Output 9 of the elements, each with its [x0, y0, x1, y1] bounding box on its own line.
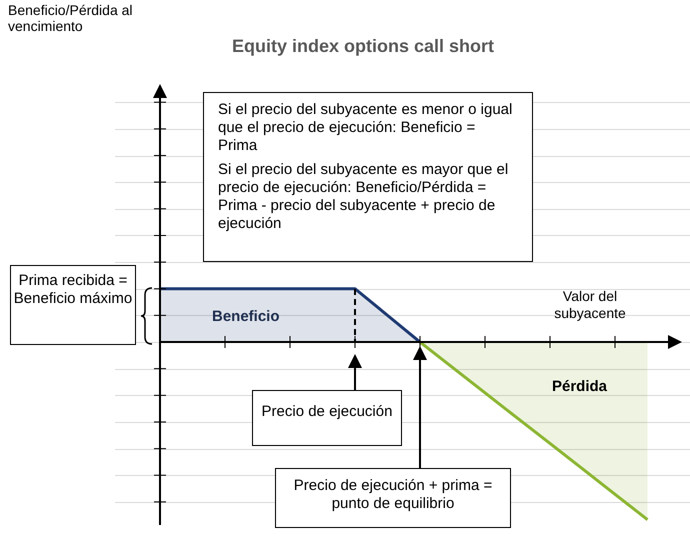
- text: Beneficio/Pérdida al vencimiento: [8, 2, 134, 34]
- annotation: Pérdida: [552, 378, 608, 395]
- callout-box: Precio de ejecución: [252, 390, 402, 446]
- callout-box: Prima recibida = Beneficio máximo: [10, 265, 136, 345]
- chart-title: Equity index options call short: [232, 36, 494, 57]
- x-axis-title: Valor del subyacente: [553, 288, 627, 322]
- callout-box: Precio de ejecución + prima = punto de equilibrio: [275, 468, 511, 528]
- annotation: Beneficio: [212, 308, 280, 325]
- callout-box: Si el precio del subyacente es menor o igual que el precio de ejecución: Beneficio = Prima Si el precio del subyacente es mayor que el precio de ejecución: Beneficio/Pérdida = Prima - precio del subyacente + precio de ejecución: [203, 92, 533, 262]
